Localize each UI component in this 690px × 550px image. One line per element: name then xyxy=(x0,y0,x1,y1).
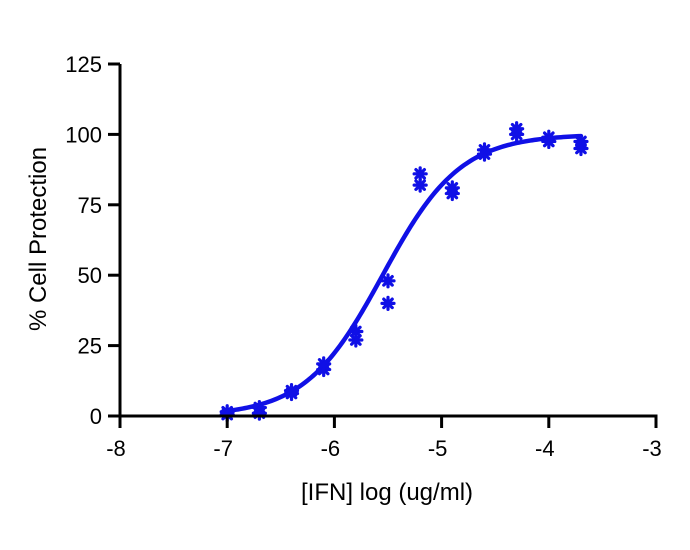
tick-labels: -8 -7 -6 -5 -4 -3 0 25 50 75 100 125 xyxy=(65,52,662,461)
x-tick-label: -4 xyxy=(535,436,555,461)
y-axis-title: % Cell Protection xyxy=(25,147,52,331)
data-point xyxy=(541,129,557,145)
data-point-stroke xyxy=(414,167,427,180)
fit-curve-layer xyxy=(224,133,584,414)
y-tick-label: 0 xyxy=(90,404,102,429)
y-tick-label: 75 xyxy=(78,193,102,218)
data-point-stroke xyxy=(575,135,587,148)
data-point-stroke xyxy=(253,401,266,414)
data-point xyxy=(573,133,589,150)
data-point-stroke xyxy=(349,325,362,338)
data-point-stroke xyxy=(542,131,555,144)
data-points-layer xyxy=(219,121,589,423)
data-point xyxy=(476,142,493,158)
fit-curve xyxy=(224,133,584,414)
data-point-stroke xyxy=(285,384,298,397)
y-tick-label: 25 xyxy=(78,334,102,359)
data-point-stroke xyxy=(510,122,523,135)
data-point-stroke xyxy=(349,334,362,346)
data-point xyxy=(412,177,428,193)
axes xyxy=(108,62,658,428)
data-point-stroke xyxy=(478,144,491,156)
data-point xyxy=(348,332,364,348)
x-tick-label: -5 xyxy=(428,436,448,461)
data-point-stroke xyxy=(414,179,427,191)
y-tick-label: 125 xyxy=(65,52,102,77)
data-point xyxy=(380,295,396,311)
x-tick-label: -8 xyxy=(106,436,126,461)
data-point-stroke xyxy=(317,358,330,370)
x-tick-label: -7 xyxy=(213,436,233,461)
data-point xyxy=(283,383,300,399)
y-tick-label: 50 xyxy=(78,263,102,288)
data-point xyxy=(412,166,428,182)
data-point xyxy=(444,180,460,196)
data-point xyxy=(316,356,332,372)
x-tick-label: -3 xyxy=(642,436,662,461)
data-point xyxy=(380,273,396,289)
y-tick-label: 100 xyxy=(65,122,102,147)
data-point-stroke xyxy=(382,274,394,287)
data-point xyxy=(251,399,267,416)
data-point-stroke xyxy=(446,182,459,194)
data-point xyxy=(509,121,525,137)
data-point xyxy=(348,323,364,340)
x-axis-title: [IFN] log (ug/ml) xyxy=(301,479,473,506)
data-point-stroke xyxy=(382,297,394,310)
x-tick-label: -6 xyxy=(321,436,341,461)
